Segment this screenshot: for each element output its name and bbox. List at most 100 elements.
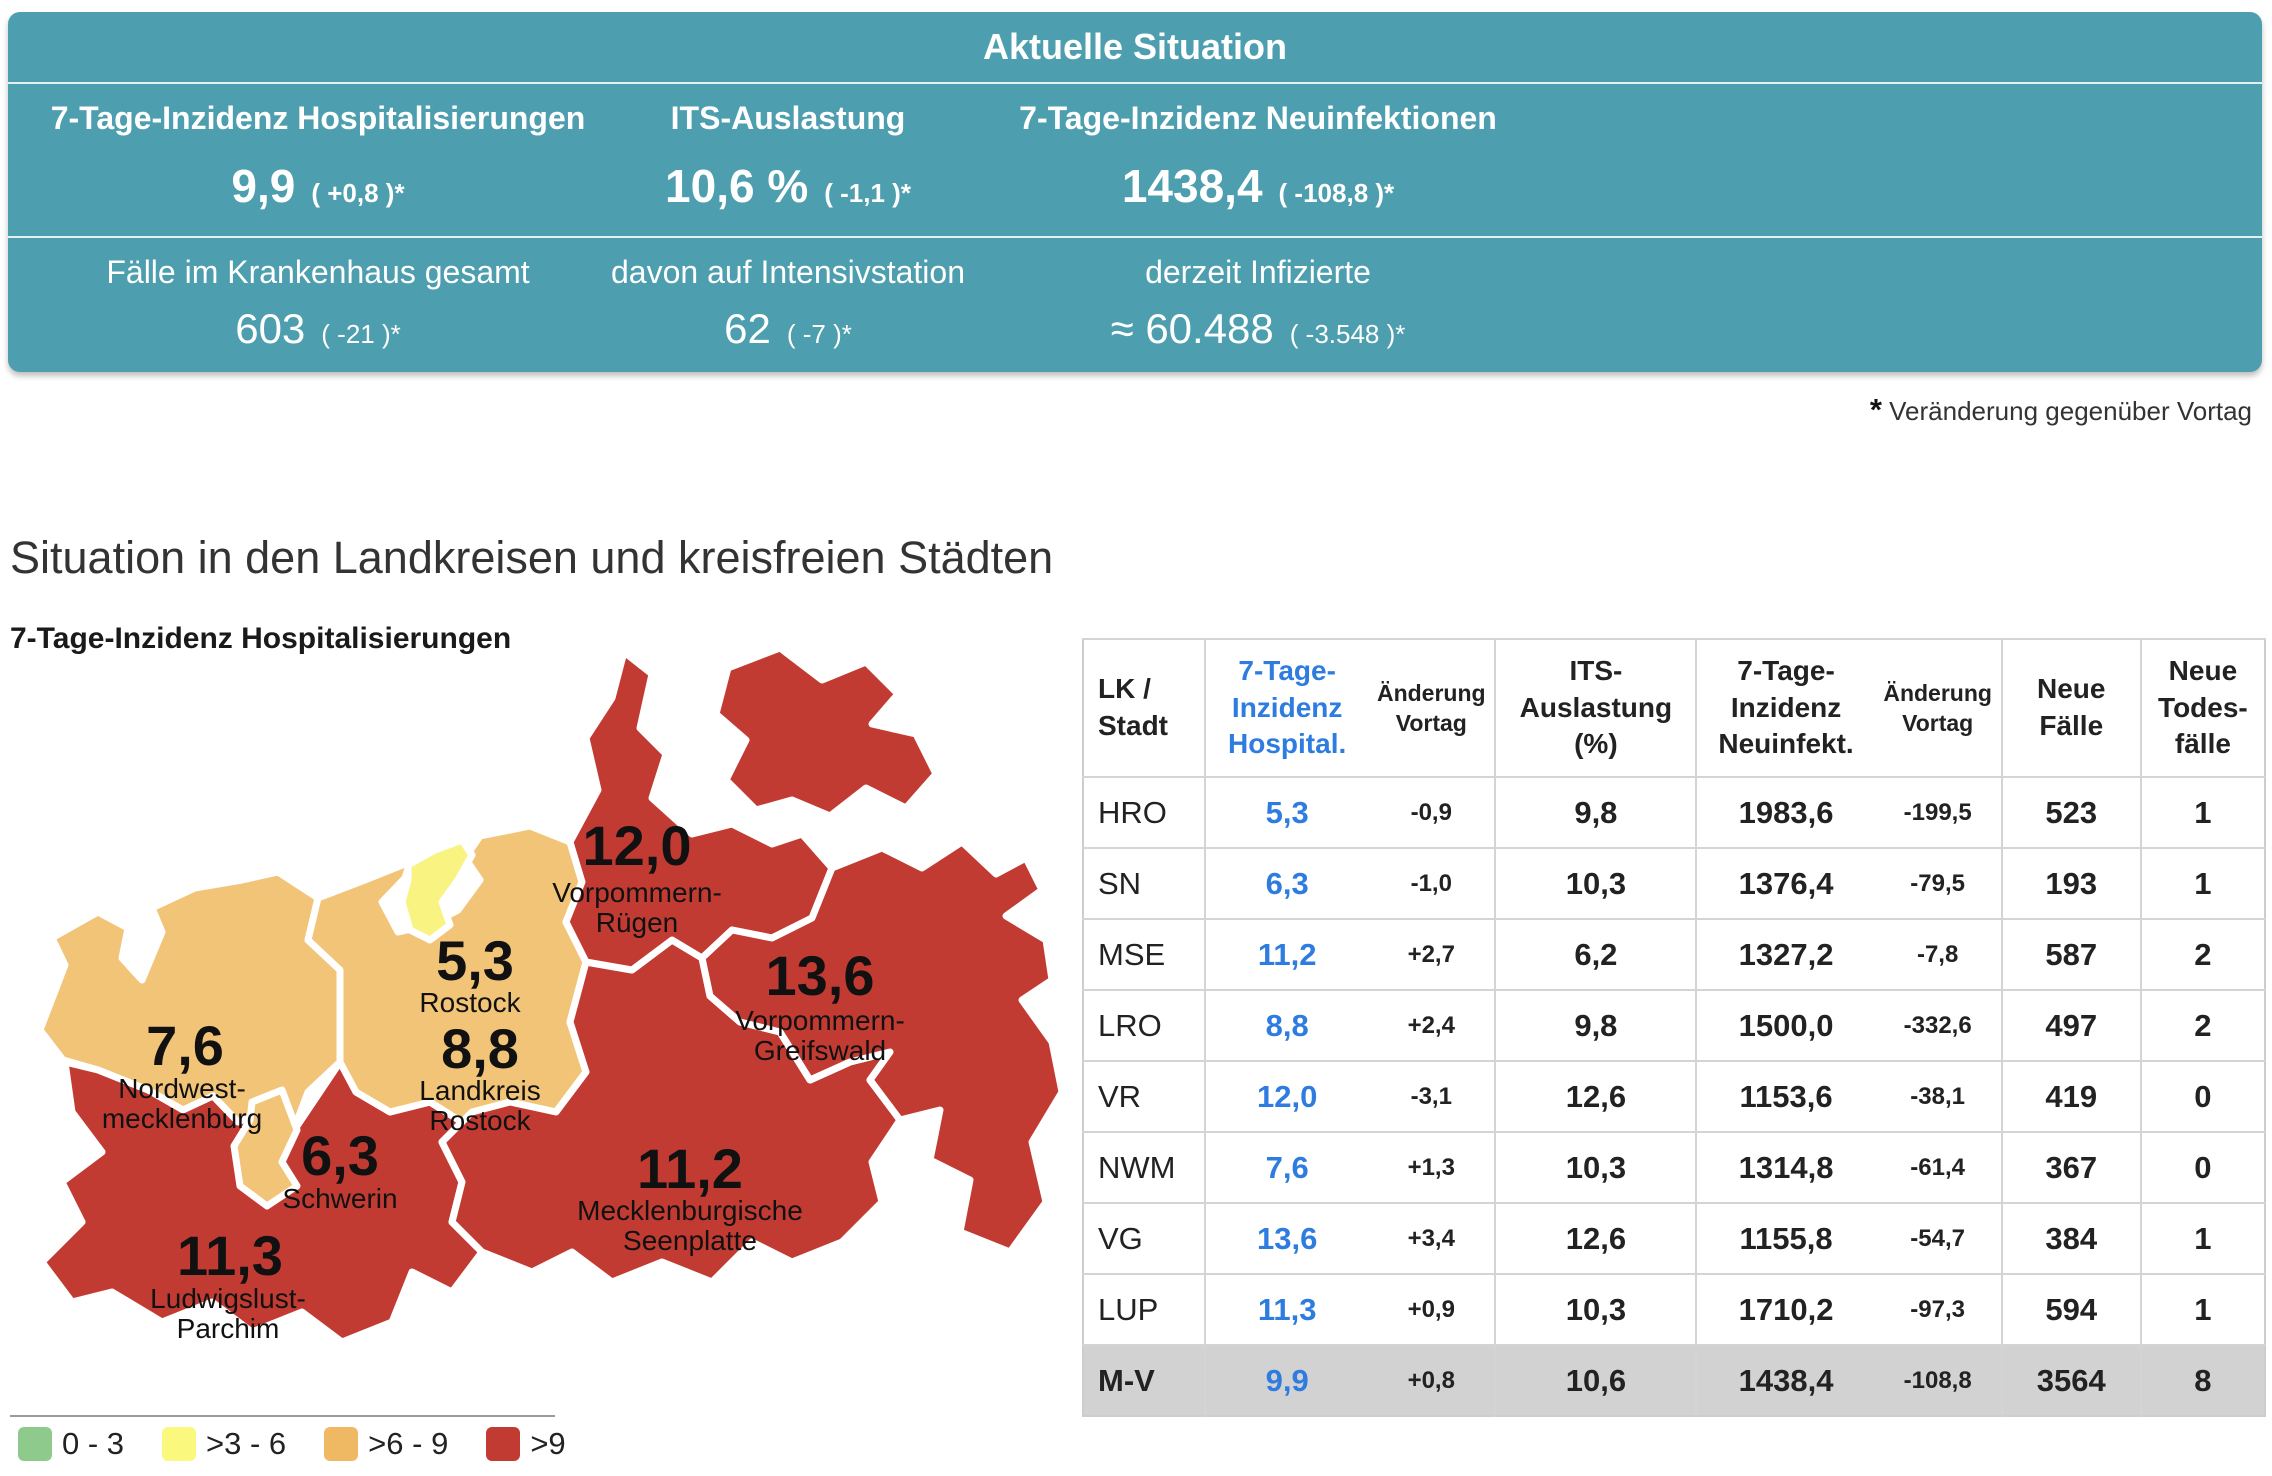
table-header-row: LK / Stadt 7-Tage- Inzidenz Hospital. Än… xyxy=(1083,638,2265,777)
cell-chg1: -0,9 xyxy=(1368,776,1496,848)
cell-lk: HRO xyxy=(1083,776,1206,848)
table-row-mse: MSE 11,2 +2,7 6,2 1327,2 -7,8 587 2 xyxy=(1083,918,2265,990)
cell-hosp: 13,6 xyxy=(1204,1202,1369,1274)
cell-chg1: +2,7 xyxy=(1368,918,1496,990)
cell-lk: NWM xyxy=(1083,1131,1206,1203)
cell-neu: 1327,2 xyxy=(1695,918,1875,990)
cell-tode: 1 xyxy=(2139,776,2265,848)
cell-chg1: +0,8 xyxy=(1368,1344,1496,1416)
cell-chg2: -332,6 xyxy=(1874,989,2002,1061)
stat-change: ( -1,1 )* xyxy=(824,178,911,208)
legend-swatch-green xyxy=(18,1427,52,1461)
map-value-vorpommern-greifswald: 13,6 xyxy=(766,944,875,1007)
map-name-line: Parchim xyxy=(177,1313,280,1344)
legend-label: >3 - 6 xyxy=(206,1426,287,1461)
cell-neu: 1438,4 xyxy=(1695,1344,1875,1416)
cell-chg1: -1,0 xyxy=(1368,847,1496,919)
table-row-lup: LUP 11,3 +0,9 10,3 1710,2 -97,3 594 1 xyxy=(1083,1273,2265,1345)
table-row-vr: VR 12,0 -3,1 12,6 1153,6 -38,1 419 0 xyxy=(1083,1060,2265,1132)
stat-value: 603 xyxy=(235,305,306,352)
cell-its: 10,3 xyxy=(1494,1273,1697,1345)
cell-lk: LUP xyxy=(1083,1273,1206,1345)
map-title: 7-Tage-Inzidenz Hospitalisierungen xyxy=(10,622,512,655)
cell-chg2: -97,3 xyxy=(1874,1273,2002,1345)
cell-hosp: 6,3 xyxy=(1204,847,1369,919)
cell-faelle: 497 xyxy=(2000,989,2141,1061)
cell-tode: 0 xyxy=(2139,1060,2265,1132)
cell-chg1: +2,4 xyxy=(1368,989,1496,1061)
mv-choropleth-map: 12,0 Vorpommern- Rügen 5,3 Rostock 13,6 … xyxy=(36,644,1066,1346)
map-value-ludwigslust-parchim: 11,3 xyxy=(177,1224,283,1287)
stat-change: ( -7 )* xyxy=(786,319,852,349)
cell-faelle: 367 xyxy=(2000,1131,2141,1203)
stat-label: 7-Tage-Inzidenz Neuinfektionen xyxy=(1019,100,1497,136)
cell-neu: 1155,8 xyxy=(1695,1202,1875,1274)
stat-hospitalisierungen: 7-Tage-Inzidenz Hospitalisierungen 9,9 (… xyxy=(51,84,586,234)
stat-value: ≈ 60.488 xyxy=(1110,305,1274,352)
map-value-vorpommern-ruegen: 12,0 xyxy=(583,814,692,877)
stat-label: Fälle im Krankenhaus gesamt xyxy=(106,254,530,290)
legend-item: 0 - 3 xyxy=(18,1426,124,1462)
table-row-hro: HRO 5,3 -0,9 9,8 1983,6 -199,5 523 1 xyxy=(1083,776,2265,848)
stat-label: derzeit Infizierte xyxy=(1145,254,1371,290)
stat-value: 62 xyxy=(724,305,771,352)
cell-its: 10,3 xyxy=(1494,847,1697,919)
cell-neu: 1500,0 xyxy=(1695,989,1875,1061)
cell-lk: SN xyxy=(1083,847,1206,919)
map-value-schwerin: 6,3 xyxy=(301,1124,379,1187)
cell-hosp: 7,6 xyxy=(1204,1131,1369,1203)
cell-tode: 1 xyxy=(2139,1202,2265,1274)
map-value-landkreis-rostock: 8,8 xyxy=(441,1017,519,1080)
cell-faelle: 384 xyxy=(2000,1202,2141,1274)
cell-hosp: 12,0 xyxy=(1204,1060,1369,1132)
col-hospital-inzidenz: 7-Tage- Inzidenz Hospital. xyxy=(1204,638,1369,777)
cell-faelle: 587 xyxy=(2000,918,2141,990)
legend-item: >3 - 6 xyxy=(162,1426,286,1462)
cell-its: 10,3 xyxy=(1494,1131,1697,1203)
col-lk-stadt: LK / Stadt xyxy=(1083,638,1206,777)
map-region-rostock-stadt xyxy=(398,836,476,944)
stat-label: ITS-Auslastung xyxy=(670,100,906,136)
cell-tode: 0 xyxy=(2139,1131,2265,1203)
map-region-vorpommern-ruegen xyxy=(562,648,836,974)
legend-label: >6 - 9 xyxy=(368,1426,449,1461)
legend-label: 0 - 3 xyxy=(62,1426,125,1461)
map-name-line: Vorpommern- xyxy=(735,1005,905,1036)
stat-value: 1438,4 xyxy=(1121,160,1263,212)
legend-swatch-red xyxy=(486,1427,521,1461)
map-name-line: Schwerin xyxy=(282,1183,397,1214)
cell-chg2: -199,5 xyxy=(1874,776,2002,848)
cell-its: 9,8 xyxy=(1494,776,1697,848)
col-aenderung-vortag-2: Änderung Vortag xyxy=(1874,638,2002,777)
stat-its-auslastung: ITS-Auslastung 10,6 % ( -1,1 )* xyxy=(553,84,1023,234)
cell-chg2: -7,8 xyxy=(1874,918,2002,990)
cell-faelle: 523 xyxy=(2000,776,2141,848)
cell-chg2: -54,7 xyxy=(1874,1202,2002,1274)
map-name-line: Seenplatte xyxy=(623,1225,757,1256)
map-name-line: Rostock xyxy=(429,1105,531,1136)
map-name-line: mecklenburg xyxy=(102,1103,262,1134)
panel-title: Aktuelle Situation xyxy=(982,26,1288,67)
aktuelle-situation-panel: Aktuelle Situation 7-Tage-Inzidenz Hospi… xyxy=(8,12,2262,372)
cell-its: 10,6 xyxy=(1494,1344,1697,1416)
stat-change: ( -21 )* xyxy=(321,319,401,349)
map-region-schwerin-stadt xyxy=(230,1086,301,1210)
map-name-line: Greifswald xyxy=(754,1035,886,1066)
map-name-line: Rügen xyxy=(596,907,679,938)
cell-hosp: 11,2 xyxy=(1204,918,1369,990)
footnote: * Veränderung gegenüber Vortag xyxy=(1870,392,2252,428)
legend-label: >9 xyxy=(530,1426,566,1461)
stat-value: 9,9 xyxy=(231,160,296,212)
footnote-text: Veränderung gegenüber Vortag xyxy=(1889,396,2252,426)
map-name-line: Landkreis xyxy=(419,1075,540,1106)
legend-swatch-yellow xyxy=(162,1427,197,1461)
map-legend: 0 - 3 >3 - 6 >6 - 9 >9 xyxy=(18,1426,566,1462)
table-row-sn: SN 6,3 -1,0 10,3 1376,4 -79,5 193 1 xyxy=(1083,847,2265,919)
cell-lk: MSE xyxy=(1083,918,1206,990)
cell-faelle: 419 xyxy=(2000,1060,2141,1132)
stat-change: ( +0,8 )* xyxy=(311,178,405,208)
col-aenderung-vortag-1: Änderung Vortag xyxy=(1368,638,1496,777)
stat-krankenhaus-gesamt: Fälle im Krankenhaus gesamt 603 ( -21 )* xyxy=(83,238,553,368)
cell-chg1: +3,4 xyxy=(1368,1202,1496,1274)
